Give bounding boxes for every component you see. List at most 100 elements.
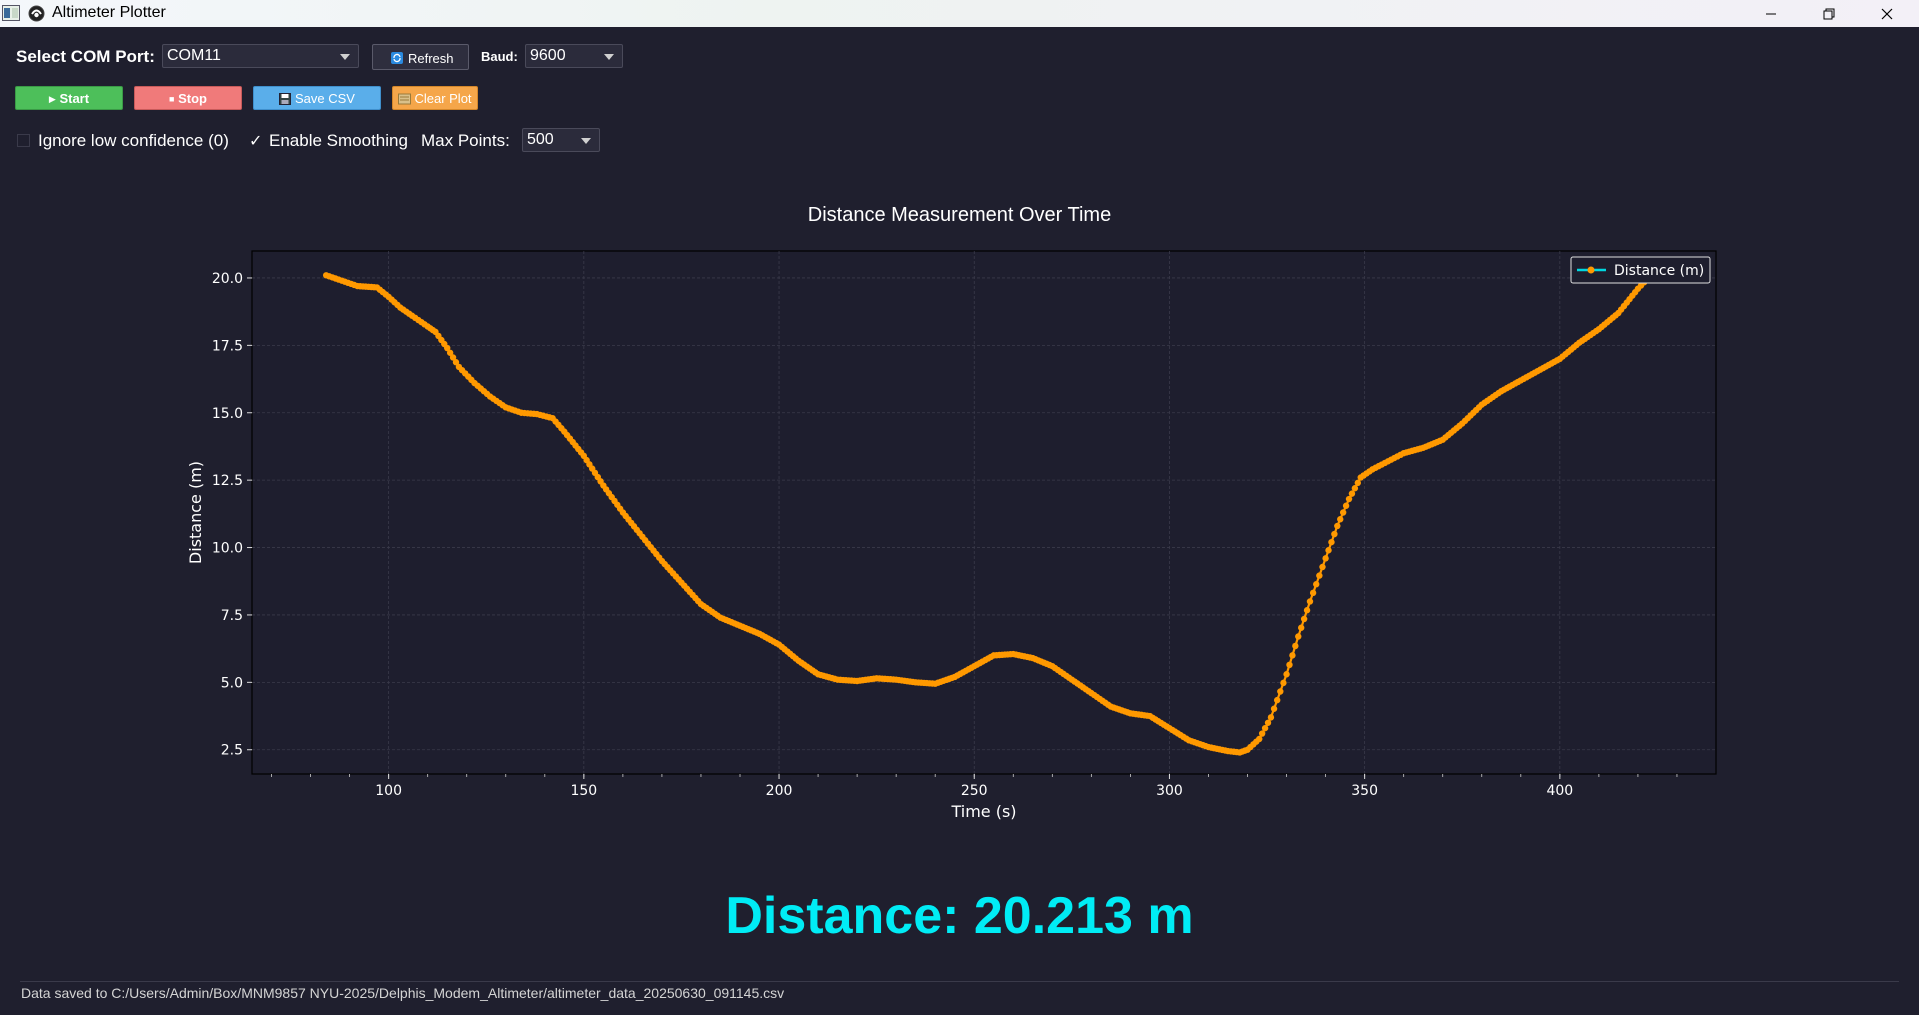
x-tick-label: 100	[375, 783, 402, 799]
legend-box	[1570, 256, 1711, 284]
x-tick-label: 200	[766, 783, 793, 799]
data-point	[1337, 516, 1344, 523]
x-tick-label: 250	[961, 783, 988, 799]
data-point	[1339, 509, 1347, 516]
x-tick-label: 150	[570, 783, 597, 799]
data-point	[1322, 555, 1329, 562]
window-icon	[2, 5, 20, 21]
com-port-select[interactable]: COM11	[162, 44, 359, 68]
y-tick-label: 17.5	[212, 338, 243, 354]
data-point	[1270, 705, 1278, 712]
minimize-icon	[1766, 13, 1776, 15]
smoothing-checkmark-icon[interactable]: ✓	[249, 133, 263, 150]
chevron-down-icon	[340, 54, 350, 60]
data-point	[1261, 724, 1269, 732]
data-point	[1325, 547, 1332, 554]
minimize-button[interactable]	[1742, 0, 1800, 27]
refresh-icon	[391, 52, 403, 64]
y-tick-label: 12.5	[212, 473, 243, 489]
save-csv-label: Save CSV	[295, 91, 355, 106]
data-point	[1309, 589, 1317, 597]
data-point	[1273, 696, 1281, 704]
close-icon	[1881, 8, 1893, 20]
data-point	[1267, 714, 1275, 721]
data-point	[1300, 615, 1308, 623]
start-label: Start	[59, 91, 90, 106]
app-icon	[28, 5, 45, 22]
status-message: Data saved to C:/Users/Admin/Box/MNM9857…	[21, 985, 785, 1001]
data-point	[1342, 502, 1350, 509]
plot-area	[251, 250, 1717, 775]
baud-select[interactable]: 9600	[525, 44, 623, 68]
data-point	[1277, 688, 1284, 695]
ignore-low-confidence-checkbox[interactable]	[17, 134, 30, 147]
chevron-down-icon	[604, 54, 614, 60]
stop-button[interactable]: ■ Stop	[134, 86, 242, 110]
data-point	[1345, 495, 1353, 503]
data-point	[1348, 490, 1356, 497]
x-tick-label: 300	[1156, 783, 1183, 799]
start-button[interactable]: ▶ Start	[15, 86, 123, 110]
data-point	[1316, 572, 1323, 579]
close-button[interactable]	[1858, 0, 1916, 27]
baud-value: 9600	[530, 47, 566, 64]
x-axis-label: Time (s)	[950, 802, 1016, 821]
play-icon: ▶	[48, 94, 56, 104]
data-point	[449, 354, 457, 361]
floppy-disk-icon	[279, 93, 291, 105]
broom-icon	[398, 93, 412, 105]
clear-plot-button[interactable]: Clear Plot	[392, 86, 478, 110]
legend-label: Distance (m)	[1614, 263, 1704, 279]
save-csv-button[interactable]: Save CSV	[253, 86, 381, 110]
data-point	[1264, 719, 1272, 726]
data-point	[444, 344, 451, 352]
data-point	[1354, 479, 1362, 487]
stop-icon: ■	[169, 94, 175, 104]
data-point	[452, 359, 460, 366]
data-point	[1280, 679, 1287, 687]
restore-button[interactable]	[1800, 0, 1858, 27]
com-port-value: COM11	[167, 47, 221, 64]
x-tick-label: 350	[1351, 783, 1378, 799]
window-title: Altimeter Plotter	[52, 4, 166, 21]
data-point	[1303, 607, 1311, 614]
data-point	[1334, 522, 1341, 530]
refresh-label: Refresh	[408, 51, 454, 66]
ignore-low-confidence-label: Ignore low confidence (0)	[38, 131, 229, 150]
data-point	[1331, 530, 1338, 538]
data-point	[1298, 624, 1305, 631]
enable-smoothing-label: Enable Smoothing	[269, 131, 408, 150]
com-port-label: Select COM Port:	[16, 47, 155, 66]
chart-title: Distance Measurement Over Time	[807, 204, 1112, 226]
data-point	[1283, 671, 1290, 678]
legend-marker	[1587, 266, 1595, 274]
data-point	[1289, 652, 1296, 659]
data-point	[1295, 633, 1302, 640]
data-point	[1319, 563, 1326, 571]
data-point	[1328, 538, 1335, 546]
status-divider	[20, 981, 1899, 982]
y-tick-label: 20.0	[212, 271, 243, 287]
refresh-button[interactable]: Refresh	[372, 44, 469, 70]
data-point	[1306, 598, 1314, 605]
max-points-value: 500	[527, 131, 554, 148]
data-point	[1351, 485, 1359, 492]
clear-plot-label: Clear Plot	[414, 91, 472, 106]
stop-label: Stop	[178, 91, 207, 106]
data-point	[1292, 642, 1299, 650]
y-axis-label: Distance (m)	[186, 461, 205, 564]
y-tick-label: 10.0	[212, 541, 243, 557]
title-bar: Altimeter Plotter	[0, 0, 1919, 27]
data-point	[1286, 661, 1293, 669]
data-point	[1258, 730, 1266, 737]
chevron-down-icon	[581, 138, 591, 144]
max-points-select[interactable]: 500	[522, 128, 600, 152]
data-point	[446, 349, 454, 356]
distance-chart: 100 150 200 250 300 350 400 2.5 5.0 7.5 10.0 12.5 15…	[186, 250, 1717, 821]
data-point	[1256, 735, 1263, 743]
y-tick-label: 15.0	[212, 406, 243, 422]
y-tick-label: 2.5	[221, 743, 243, 759]
y-tick-label: 5.0	[221, 675, 243, 691]
y-tick-label: 7.5	[221, 608, 243, 624]
restore-icon	[1823, 8, 1835, 20]
